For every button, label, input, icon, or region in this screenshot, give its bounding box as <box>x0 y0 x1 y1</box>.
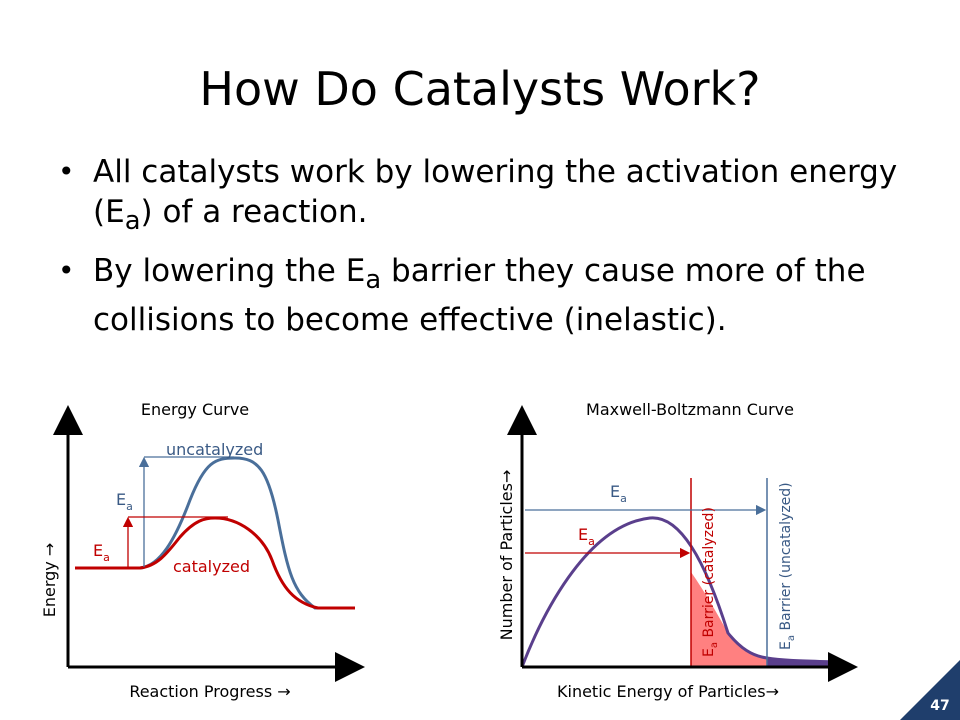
energy-y-label: Energy → <box>40 543 59 618</box>
catalyzed-curve <box>75 516 355 610</box>
bullet-item-barrier: • By lowering the Ea barrier they cause … <box>58 253 866 339</box>
page-number: 47 <box>930 698 949 714</box>
catalyzed-label: catalyzed <box>173 557 250 576</box>
slide-title: How Do Catalysts Work? <box>199 62 761 116</box>
bullet-icon: • <box>58 254 75 288</box>
ea-uncatalyzed-label-mb: Ea <box>610 482 627 505</box>
mb-curve-title: Maxwell-Boltzmann Curve <box>586 400 794 419</box>
mb-y-label: Number of Particles→ <box>497 470 516 641</box>
bullet-list: • All catalysts work by lowering the act… <box>58 152 918 350</box>
page-number-corner <box>900 660 960 720</box>
catalyzed-tail-area <box>691 572 767 667</box>
uncatalyzed-label: uncatalyzed <box>166 440 263 459</box>
bullet-icon: • <box>58 155 75 188</box>
energy-x-label: Reaction Progress → <box>129 682 290 701</box>
page-number-badge: 47 <box>900 660 960 720</box>
uncatalyzed-curve <box>75 456 355 610</box>
bullet-item-catalysts: • All catalysts work by lowering the act… <box>58 154 898 237</box>
energy-curve-diagram: Energy Curve Reaction Progress → Energy … <box>40 400 365 701</box>
ea-catalyzed-label-mb: Ea <box>578 525 595 548</box>
ea-catalyzed-label: Ea <box>93 541 110 564</box>
ea-uncatalyzed-label: Ea <box>116 490 133 513</box>
mb-x-label: Kinetic Energy of Particles→ <box>557 682 779 701</box>
mb-distribution-curve <box>520 516 839 668</box>
uncatalyzed-barrier-label: Ea Barrier (uncatalyzed) <box>778 482 797 650</box>
catalyzed-barrier-label: Ea Barrier (catalyzed) <box>701 507 720 657</box>
maxwell-boltzmann-diagram: Maxwell-Boltzmann Curve Ea Ea Kinetic En… <box>497 400 858 701</box>
energy-curve-title: Energy Curve <box>141 400 249 419</box>
